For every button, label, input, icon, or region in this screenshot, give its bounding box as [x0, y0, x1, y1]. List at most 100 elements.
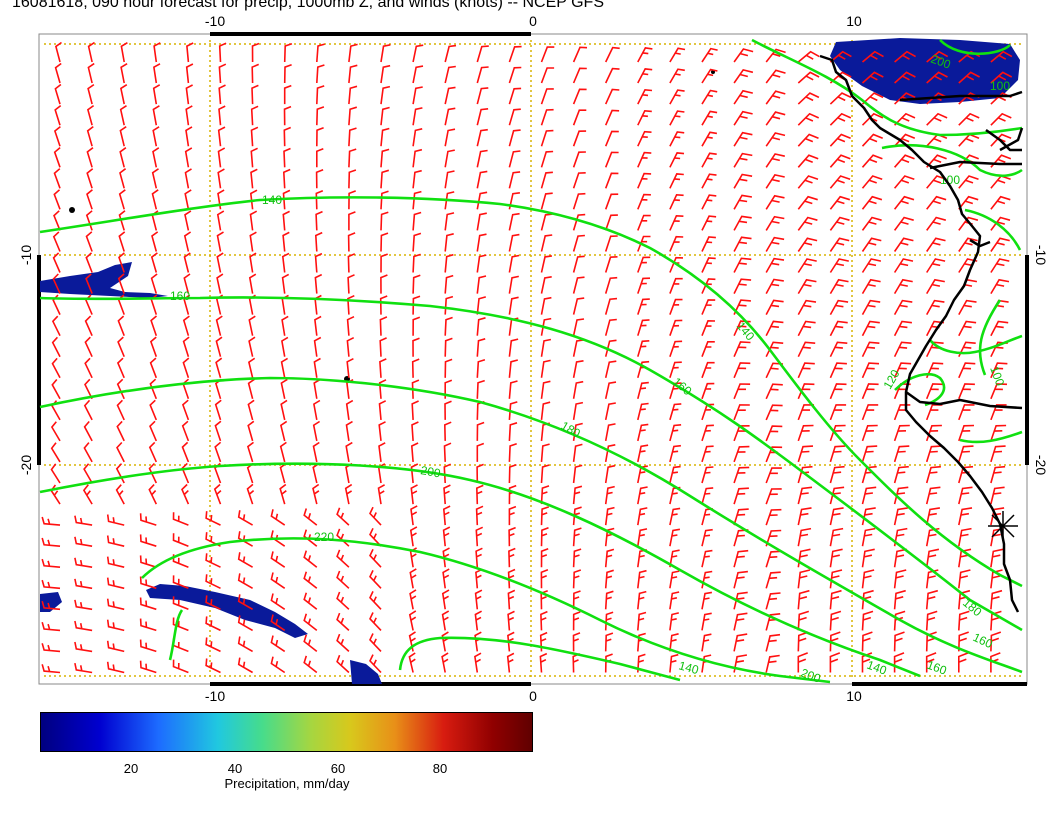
wind-barb	[247, 357, 256, 378]
wind-barb	[701, 361, 715, 379]
wind-barb	[540, 338, 552, 357]
wind-barb	[861, 610, 874, 631]
border-path	[905, 390, 1023, 410]
wind-barb	[926, 154, 947, 168]
wind-barb	[508, 338, 519, 357]
wind-barb	[701, 487, 714, 505]
wind-barb	[540, 548, 549, 568]
wind-barb	[444, 149, 455, 168]
wind-barb	[303, 655, 318, 674]
wind-barb	[41, 579, 61, 590]
wind-barb	[925, 383, 943, 400]
wind-barb	[861, 92, 884, 105]
wind-barb	[637, 528, 648, 547]
wind-barb	[508, 108, 521, 126]
wind-barb	[280, 399, 288, 421]
wind-barb	[669, 193, 684, 210]
wind-barb	[508, 296, 519, 315]
colorbar-label: Precipitation, mm/day	[224, 776, 350, 791]
wind-barb	[829, 320, 848, 337]
wind-barb	[701, 47, 718, 63]
wind-barb	[52, 273, 61, 294]
wind-barb	[150, 315, 158, 336]
wind-barb	[412, 253, 421, 273]
contour-label: 100	[990, 79, 1010, 93]
wind-barb	[508, 422, 518, 441]
wind-barb	[797, 50, 820, 63]
wind-barb	[283, 63, 292, 84]
wind-barb	[990, 610, 1002, 631]
wind-barb	[733, 341, 751, 358]
wind-barb	[604, 339, 617, 357]
wind-barb	[314, 252, 323, 273]
wind-barb	[572, 569, 582, 589]
wind-barb	[270, 593, 286, 610]
wind-barb	[442, 526, 451, 547]
wind-barb	[316, 85, 325, 105]
wind-barb	[116, 357, 125, 379]
wind-barb	[637, 507, 648, 526]
wind-barb	[50, 463, 61, 484]
wind-barb	[139, 618, 157, 632]
wind-barb	[250, 126, 259, 147]
wind-barb	[637, 590, 647, 610]
wind-barb	[153, 63, 161, 84]
wind-barb	[205, 595, 221, 611]
wind-barb	[86, 147, 94, 168]
wind-barb	[829, 631, 841, 652]
wind-barb	[118, 210, 126, 231]
wind-barb	[412, 232, 422, 252]
contour-line	[964, 208, 1022, 251]
colorbar-tick: 80	[432, 761, 448, 776]
wind-barb	[380, 148, 390, 168]
wind-barb	[281, 336, 289, 357]
wind-barb	[958, 341, 976, 358]
wind-barb	[637, 381, 649, 399]
wind-barb	[444, 191, 455, 210]
precip-area	[40, 262, 168, 298]
wind-barb	[572, 611, 581, 631]
wind-barb	[184, 189, 192, 210]
wind-barb	[345, 462, 353, 484]
wind-barb	[316, 64, 325, 84]
wind-barb	[572, 339, 584, 357]
wind-barb	[53, 210, 61, 231]
wind-barb	[106, 535, 125, 547]
wind-barb	[797, 195, 818, 210]
wind-barb	[213, 483, 222, 505]
wind-barb	[990, 278, 1010, 295]
wind-barb	[411, 400, 419, 420]
wind-barb	[444, 274, 454, 294]
wind-barb	[508, 233, 520, 252]
wind-barb	[797, 445, 814, 463]
wind-barb	[316, 127, 324, 147]
wind-barb	[506, 652, 515, 673]
wind-barb	[148, 484, 158, 505]
wind-barb	[378, 379, 387, 399]
wind-barb	[990, 237, 1010, 252]
wind-barb	[701, 236, 716, 252]
wind-barb	[248, 273, 257, 294]
wind-barb	[893, 320, 912, 337]
wind-barb	[604, 444, 616, 463]
wind-barb	[637, 88, 653, 105]
contour-line	[39, 196, 1023, 588]
wind-barb	[572, 548, 582, 568]
wind-barb	[669, 528, 681, 547]
wind-barb	[669, 424, 682, 442]
wind-barb	[861, 258, 882, 273]
wind-barb	[893, 589, 906, 610]
wind-barb	[41, 643, 61, 653]
wind-barb	[444, 212, 455, 231]
wind-barb	[218, 105, 226, 126]
wind-barb	[669, 214, 684, 231]
contour-label: 140	[734, 319, 758, 344]
wind-barb	[990, 424, 1007, 442]
wind-barb	[926, 50, 949, 63]
wind-barb	[507, 610, 515, 631]
wind-barb	[237, 594, 253, 610]
wind-barb	[412, 190, 422, 210]
wind-barb	[765, 550, 782, 568]
wind-barb	[476, 128, 488, 147]
